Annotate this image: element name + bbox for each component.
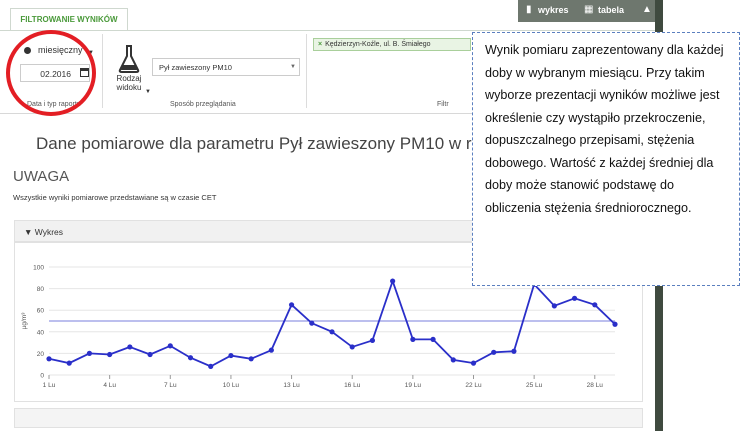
view-toolbar: ▮ wykres ▦ tabela ▲ [518,0,663,22]
chart-view-button[interactable]: wykres [538,5,569,15]
data-point [491,349,497,355]
chevron-down-icon: ▼ [290,64,296,70]
x-tick-label: 10 Lu [223,382,240,389]
x-tick-label: 25 Lu [526,382,543,389]
y-tick-label: 80 [37,286,45,293]
data-point [268,347,274,353]
annotation-callout: Wynik pomiaru zaprezentowany dla każdej … [472,32,740,286]
data-point [309,320,315,326]
filter-tag-label: Kędzierzyn-Koźle, ul. B. Śmiałego [325,41,431,48]
close-icon[interactable]: × [318,41,323,48]
data-point [470,360,477,366]
y-axis-label: µg/m³ [21,312,28,330]
divider [102,34,103,108]
data-point [86,350,93,356]
line-chart: 0 20 40 60 80 100 1 Lu 4 Lu 7 Lu 10 Lu 13 Lu 16 Lu 1… [21,265,618,389]
page-title: Dane pomiarowe dla parametru Pył zawiesz… [36,134,472,153]
data-point [410,336,416,342]
divider [306,34,307,108]
view-type-button[interactable]: Rodzaj widoku [112,74,146,92]
data-point [167,343,173,349]
section-label-view: Sposób przeglądania [170,101,236,108]
table-icon: ▦ [584,4,594,15]
x-tick-label: 4 Lu [103,382,116,389]
x-tick-label: 7 Lu [164,382,177,389]
parameter-select[interactable]: Pył zawieszony PM10 [152,58,300,76]
highlight-circle [6,30,96,116]
data-point [390,278,396,284]
view-type-label-2: widoku [116,83,142,92]
data-point [147,351,153,358]
x-tick-label: 22 Lu [465,382,482,389]
x-tick-label: 19 Lu [405,382,422,389]
bar-chart-icon: ▮ [526,4,532,15]
x-tick-label: 28 Lu [587,382,604,389]
data-point [511,348,517,354]
data-point [248,356,254,362]
data-point [46,356,52,362]
chart-section-label[interactable]: ▼ Wykres [24,227,64,237]
data-point [288,302,295,308]
y-tick-label: 40 [37,329,45,336]
data-point [349,344,355,350]
data-point [329,329,335,335]
section-label-filter: Filtr [437,101,449,108]
timezone-note: Wszystkie wyniki pomiarowe przedstawiane… [13,193,217,202]
filter-tag[interactable]: × Kędzierzyn-Koźle, ul. B. Śmiałego [313,38,471,51]
tab-filtering[interactable]: FILTROWANIE WYNIKÓW [10,8,128,31]
y-tick-label: 20 [37,351,45,358]
flask-icon[interactable] [118,44,140,74]
data-point [228,352,234,359]
data-point [208,363,214,369]
x-tick-label: 16 Lu [344,382,361,389]
data-point [127,344,133,350]
table-view-button[interactable]: tabela [598,5,625,15]
y-tick-label: 100 [33,265,44,272]
y-tick-label: 60 [37,308,45,315]
view-type-label-1: Rodzaj [116,74,142,83]
data-point [430,336,436,342]
data-point [66,360,72,366]
data-point [107,351,113,358]
data-point [551,303,557,309]
warning-heading: UWAGA [13,168,70,185]
data-point [612,321,618,327]
data-point [592,302,598,308]
data-point [450,357,456,363]
data-point [571,295,578,301]
caret-down-icon: ▼ [145,89,151,95]
y-tick-label: 0 [40,373,44,380]
data-point [369,337,376,344]
data-point [187,355,194,361]
x-tick-label: 13 Lu [283,382,300,389]
collapse-up-icon[interactable]: ▲ [642,4,652,15]
x-tick-label: 1 Lu [43,382,56,389]
next-section [14,408,643,428]
